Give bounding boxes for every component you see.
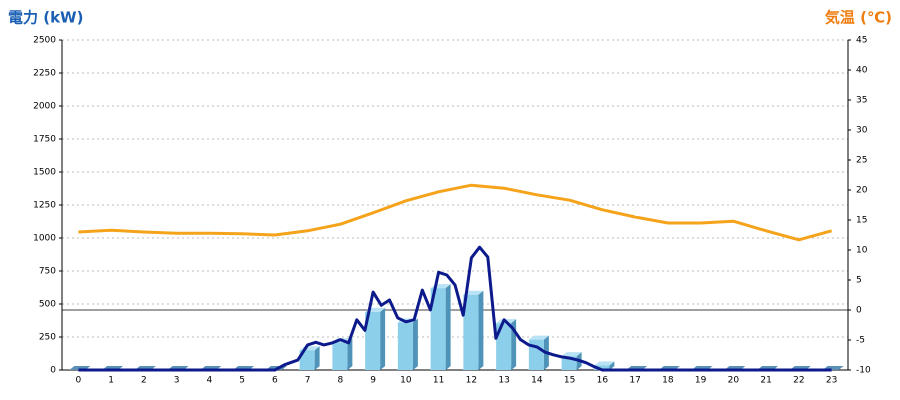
y2-tick-label: 5 — [856, 276, 862, 286]
x-tick-label: 23 — [826, 376, 837, 386]
bar-group — [397, 318, 418, 370]
bar-side — [478, 290, 484, 370]
y-tick-label: 1500 — [33, 168, 56, 178]
line — [78, 245, 832, 372]
y2-tick-label: 10 — [856, 246, 868, 256]
bar — [397, 322, 413, 370]
x-tick-label: 5 — [239, 376, 245, 386]
x-tick-label: 17 — [629, 376, 640, 386]
x-tick-label: 10 — [400, 376, 412, 386]
bar-top — [528, 335, 549, 340]
y2-tick-label: 35 — [856, 96, 867, 106]
bar-group — [594, 361, 615, 370]
y2-tick-label: -5 — [856, 336, 865, 346]
bar — [299, 350, 315, 370]
y-tick-label: 1750 — [33, 135, 56, 145]
y-tick-label: 750 — [39, 267, 56, 277]
y2-tick-label: 25 — [856, 156, 867, 166]
x-tick-label: 6 — [272, 376, 278, 386]
bar-group — [299, 346, 320, 370]
bar-side — [314, 346, 320, 370]
x-tick-label: 20 — [728, 376, 740, 386]
x-tick-label: 13 — [498, 376, 509, 386]
x-tick-label: 4 — [207, 376, 213, 386]
y2-tick-label: -10 — [856, 366, 871, 376]
bar-side — [609, 361, 615, 370]
y-tick-label: 2250 — [33, 69, 56, 79]
x-tick-label: 7 — [305, 376, 311, 386]
x-tick-label: 14 — [531, 376, 543, 386]
x-tick-label: 15 — [564, 376, 575, 386]
bar-side — [380, 307, 386, 370]
x-tick-label: 19 — [695, 376, 707, 386]
bar-side — [412, 318, 418, 370]
bar-side — [347, 338, 353, 370]
bar-group — [430, 284, 451, 370]
chart-title: 電力 (kW) — [8, 9, 83, 27]
bar-group — [463, 290, 484, 370]
x-tick-label: 12 — [466, 376, 477, 386]
bar — [365, 311, 381, 370]
y2-tick-label: 45 — [856, 36, 867, 46]
x-tick-label: 0 — [76, 376, 82, 386]
bar-top — [594, 361, 615, 366]
line — [78, 183, 832, 242]
y-tick-label: 2500 — [33, 36, 56, 46]
y-tick-label: 1250 — [33, 201, 56, 211]
x-tick-label: 8 — [338, 376, 344, 386]
y2-tick-label: 15 — [856, 216, 867, 226]
bar-top — [463, 290, 484, 295]
bar — [594, 365, 610, 370]
bar — [332, 342, 348, 370]
y2-tick-label: 20 — [856, 186, 868, 196]
x-tick-label: 22 — [793, 376, 804, 386]
bar — [430, 288, 446, 370]
y-tick-label: 2000 — [33, 102, 56, 112]
y2-tick-label: 0 — [856, 306, 862, 316]
y-tick-label: 500 — [39, 300, 56, 310]
bar-group — [332, 338, 353, 370]
y-tick-label: 0 — [50, 366, 56, 376]
x-tick-label: 3 — [174, 376, 180, 386]
bar-group — [365, 307, 386, 370]
x-tick-label: 16 — [597, 376, 609, 386]
y2-title: 気温 (℃) — [825, 9, 892, 27]
x-tick-label: 18 — [662, 376, 674, 386]
x-tick-label: 11 — [433, 376, 444, 386]
bar-top — [561, 352, 582, 357]
y2-tick-label: 30 — [856, 126, 868, 136]
y-tick-label: 1000 — [33, 234, 56, 244]
x-tick-label: 21 — [760, 376, 771, 386]
bar-side — [445, 284, 451, 370]
bar — [496, 323, 512, 370]
y-tick-label: 250 — [39, 333, 56, 343]
bar — [463, 294, 479, 370]
x-tick-label: 2 — [141, 376, 147, 386]
y2-tick-label: 40 — [856, 66, 868, 76]
x-tick-label: 1 — [108, 376, 114, 386]
x-tick-label: 9 — [370, 376, 376, 386]
